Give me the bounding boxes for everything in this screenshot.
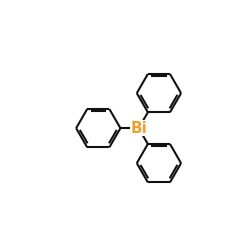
Text: Bi: Bi: [130, 121, 147, 136]
